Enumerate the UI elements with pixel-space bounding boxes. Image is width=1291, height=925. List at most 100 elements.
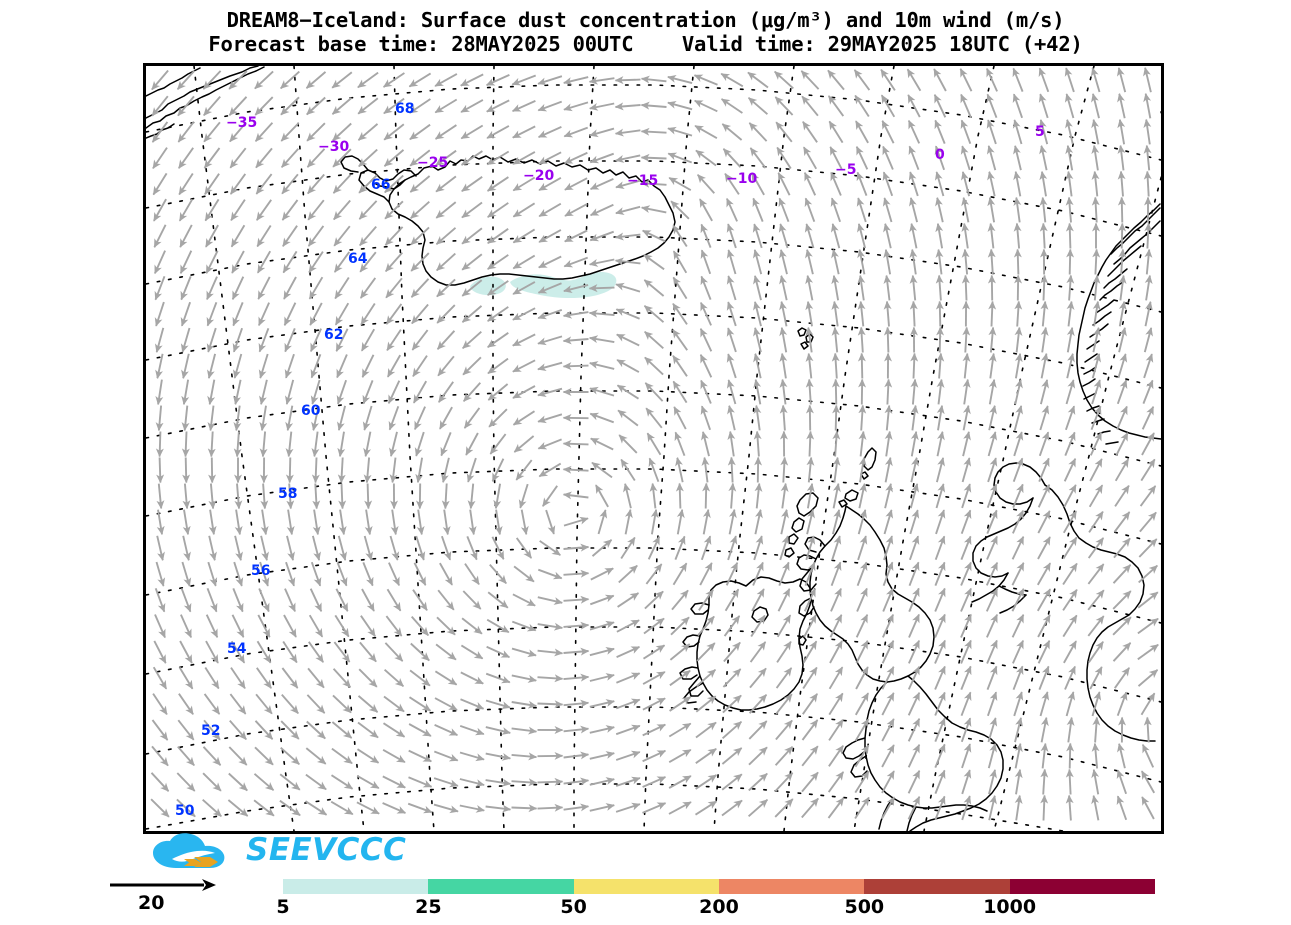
- wind-arrow: [806, 430, 815, 457]
- wind-arrow: [336, 561, 348, 587]
- wind-arrow: [562, 439, 589, 448]
- wind-arrow: [486, 645, 511, 659]
- wind-arrow: [780, 456, 789, 483]
- wind-arrow: [1091, 794, 1100, 821]
- logo-wordmark: SEEVCCC: [246, 832, 407, 868]
- wind-arrow: [563, 647, 590, 656]
- wind-arrow: [935, 274, 944, 301]
- wind-arrow: [1066, 742, 1075, 769]
- wind-arrow: [880, 94, 896, 118]
- wind-arrow: [828, 120, 844, 144]
- wind-arrow: [591, 461, 613, 479]
- wind-arrow: [934, 119, 946, 144]
- wind-arrow: [694, 800, 718, 816]
- wind-arrow: [308, 641, 324, 663]
- wind-arrow: [803, 172, 817, 196]
- wind-arrow: [614, 232, 641, 241]
- wind-arrow: [331, 747, 353, 765]
- wind-arrow: [672, 329, 688, 351]
- wind-arrow: [908, 145, 920, 171]
- wind-arrow: [537, 596, 563, 605]
- wind-arrow: [233, 561, 244, 587]
- wind-arrow: [307, 199, 325, 221]
- colorbar-segment: [718, 879, 865, 894]
- wind-arrow: [335, 588, 349, 612]
- wind-arrow: [643, 617, 665, 635]
- wind-arrow: [233, 405, 242, 432]
- wind-arrow: [753, 301, 762, 327]
- wind-arrow: [880, 68, 896, 91]
- wind-arrow: [259, 405, 268, 432]
- wind-arrow: [1140, 770, 1156, 794]
- wind-arrow: [723, 641, 741, 663]
- wind-arrow: [485, 752, 512, 761]
- wind-arrow: [675, 482, 684, 509]
- wind-arrow: [511, 700, 538, 709]
- wind-arrow: [332, 668, 352, 688]
- wind-arrow: [411, 329, 429, 351]
- wind-arrow: [721, 799, 743, 817]
- wind-arrow: [151, 121, 169, 143]
- wind-arrow: [511, 674, 537, 683]
- wind-arrow: [459, 725, 485, 736]
- wind-arrow: [310, 353, 322, 379]
- wind-arrow: [961, 274, 970, 301]
- wind-arrow: [828, 745, 844, 767]
- wind-arrow: [748, 122, 768, 142]
- wind-arrow: [258, 588, 270, 613]
- wind-arrow: [668, 801, 692, 815]
- wind-arrow: [775, 667, 793, 689]
- wind-arrow: [1038, 93, 1049, 119]
- wind-arrow: [589, 620, 615, 631]
- wind-arrow: [935, 509, 946, 535]
- map-panel[interactable]: −35 −30 −25 −20 −15 −10 −5 0 5 68 66 64 62 60 58 56 54 5…: [143, 63, 1164, 834]
- wind-arrow: [434, 98, 458, 114]
- wind-arrow: [675, 457, 684, 483]
- wind-arrow: [231, 276, 245, 300]
- wind-arrow: [1040, 300, 1049, 327]
- wind-arrow: [615, 282, 641, 293]
- wind-arrow: [987, 248, 996, 275]
- wind-arrow: [882, 171, 894, 197]
- wind-arrow: [1065, 119, 1074, 145]
- wind-arrow: [934, 743, 946, 768]
- wind-arrow: [1141, 796, 1155, 820]
- wind-arrow: [858, 404, 867, 431]
- wind-arrow: [934, 171, 945, 197]
- wind-arrow: [986, 613, 998, 638]
- wind-arrow: [181, 431, 190, 458]
- wind-arrow: [410, 278, 430, 298]
- wind-arrow: [806, 456, 815, 483]
- wind-arrow: [280, 122, 300, 142]
- wind-arrow: [699, 354, 713, 378]
- wind-arrow: [208, 535, 217, 561]
- wind-arrow: [1140, 458, 1156, 482]
- wind-arrow: [1065, 794, 1074, 821]
- wind-arrow: [1092, 248, 1101, 275]
- wind-arrow: [386, 354, 402, 378]
- wind-arrow: [357, 97, 379, 115]
- wind-arrow: [433, 750, 459, 762]
- wind-arrow: [383, 695, 405, 713]
- seevccc-logo[interactable]: SEEVCCC: [150, 830, 470, 872]
- wind-arrow: [668, 775, 692, 789]
- wind-arrow: [962, 326, 971, 353]
- wind-arrow: [538, 229, 562, 243]
- wind-arrow: [909, 222, 918, 249]
- wind-arrow: [383, 668, 405, 688]
- wind-scale-legend: 20: [108, 878, 228, 920]
- wind-arrow: [563, 151, 588, 165]
- wind-arrow: [780, 482, 789, 509]
- wind-arrow: [437, 355, 455, 377]
- wind-arrow: [1064, 67, 1075, 93]
- wind-arrow: [642, 697, 666, 711]
- wind-arrow: [909, 300, 918, 327]
- wind-arrow: [802, 121, 818, 143]
- wind-arrow: [207, 353, 217, 379]
- wind-arrow: [259, 561, 270, 587]
- wind-arrow: [936, 404, 945, 431]
- wind-arrow: [962, 352, 971, 379]
- wind-arrow: [615, 802, 641, 813]
- wind-arrow: [775, 719, 793, 741]
- wind-arrow: [537, 335, 563, 346]
